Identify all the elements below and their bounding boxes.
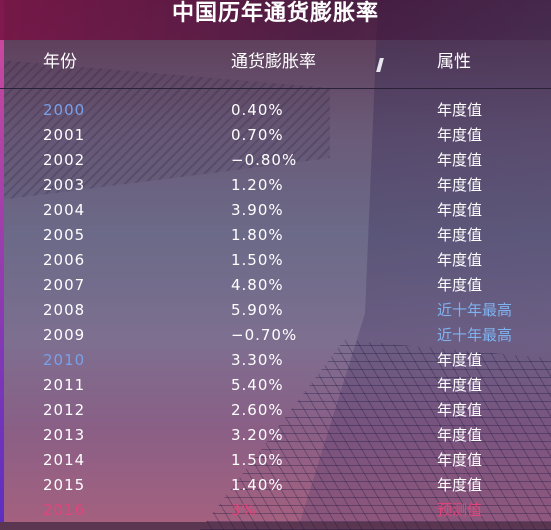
- cell-attribute: 预测值: [437, 501, 483, 519]
- table-row: 2003 1.20% 年度值: [0, 173, 551, 198]
- cell-attribute: 年度值: [437, 201, 483, 219]
- table-row: 2002 −0.80% 年度值: [0, 148, 551, 173]
- header-divider: [0, 88, 551, 89]
- cell-attribute: 年度值: [437, 101, 483, 119]
- cell-attribute: 近十年最高: [437, 326, 513, 344]
- cell-rate: 0.70%: [231, 126, 284, 144]
- slash-icon: [376, 58, 384, 72]
- table-row: 2015 1.40% 年度值: [0, 473, 551, 498]
- header-attribute: 属性: [437, 52, 471, 72]
- title-bar: 中国历年通货膨胀率: [0, 0, 551, 40]
- cell-attribute: 年度值: [437, 251, 483, 269]
- table-row: 2009 −0.70% 近十年最高: [0, 323, 551, 348]
- table-header: 年份 通货膨胀率 属性: [0, 48, 551, 88]
- table-row: 2014 1.50% 年度值: [0, 448, 551, 473]
- cell-year: 2000: [43, 101, 86, 119]
- cell-rate: 1.50%: [231, 251, 284, 269]
- cell-rate: −0.70%: [231, 326, 298, 344]
- cell-attribute: 近十年最高: [437, 301, 513, 319]
- table-body: 2000 0.40% 年度值 2001 0.70% 年度值 2002 −0.80% 年度值 200…: [0, 98, 551, 523]
- cell-attribute: 年度值: [437, 126, 483, 144]
- cell-year: 2003: [43, 176, 86, 194]
- table-row: 2016 3% 预测值: [0, 498, 551, 523]
- cell-year: 2015: [43, 476, 86, 494]
- cell-attribute: 年度值: [437, 401, 483, 419]
- table-row: 2007 4.80% 年度值: [0, 273, 551, 298]
- cell-year: 2004: [43, 201, 86, 219]
- cell-attribute: 年度值: [437, 351, 483, 369]
- cell-rate: −0.80%: [231, 151, 298, 169]
- cell-year: 2011: [43, 376, 86, 394]
- cell-rate: 3.20%: [231, 426, 284, 444]
- cell-attribute: 年度值: [437, 176, 483, 194]
- table-row: 2005 1.80% 年度值: [0, 223, 551, 248]
- cell-year: 2012: [43, 401, 86, 419]
- cell-year: 2014: [43, 451, 86, 469]
- cell-year: 2002: [43, 151, 86, 169]
- cell-rate: 0.40%: [231, 101, 284, 119]
- cell-rate: 1.80%: [231, 226, 284, 244]
- cell-rate: 1.40%: [231, 476, 284, 494]
- cell-attribute: 年度值: [437, 451, 483, 469]
- table-row: 2001 0.70% 年度值: [0, 123, 551, 148]
- cell-year: 2013: [43, 426, 86, 444]
- header-year: 年份: [43, 52, 77, 72]
- table-row: 2013 3.20% 年度值: [0, 423, 551, 448]
- cell-rate: 5.90%: [231, 301, 284, 319]
- cell-year: 2007: [43, 276, 86, 294]
- cell-year: 2005: [43, 226, 86, 244]
- table-row: 2011 5.40% 年度值: [0, 373, 551, 398]
- cell-rate: 3.30%: [231, 351, 284, 369]
- cell-year: 2008: [43, 301, 86, 319]
- cell-attribute: 年度值: [437, 376, 483, 394]
- cell-attribute: 年度值: [437, 276, 483, 294]
- cell-attribute: 年度值: [437, 151, 483, 169]
- accent-edge: [0, 0, 4, 522]
- table-row: 2012 2.60% 年度值: [0, 398, 551, 423]
- cell-rate: 4.80%: [231, 276, 284, 294]
- cell-rate: 3.90%: [231, 201, 284, 219]
- cell-rate: 5.40%: [231, 376, 284, 394]
- table-row: 2000 0.40% 年度值: [0, 98, 551, 123]
- cell-attribute: 年度值: [437, 226, 483, 244]
- cell-rate: 1.20%: [231, 176, 284, 194]
- cell-attribute: 年度值: [437, 426, 483, 444]
- table-row: 2004 3.90% 年度值: [0, 198, 551, 223]
- header-rate: 通货膨胀率: [231, 52, 316, 72]
- cell-year: 2006: [43, 251, 86, 269]
- table-row: 2006 1.50% 年度值: [0, 248, 551, 273]
- page-title: 中国历年通货膨胀率: [171, 1, 379, 26]
- table-row: 2008 5.90% 近十年最高: [0, 298, 551, 323]
- table-row: 2010 3.30% 年度值: [0, 348, 551, 373]
- cell-attribute: 年度值: [437, 476, 483, 494]
- cell-rate: 2.60%: [231, 401, 284, 419]
- cell-year: 2001: [43, 126, 86, 144]
- cell-year: 2016: [43, 501, 86, 519]
- cell-rate: 1.50%: [231, 451, 284, 469]
- cell-year: 2010: [43, 351, 86, 369]
- cell-year: 2009: [43, 326, 86, 344]
- cell-rate: 3%: [231, 501, 257, 519]
